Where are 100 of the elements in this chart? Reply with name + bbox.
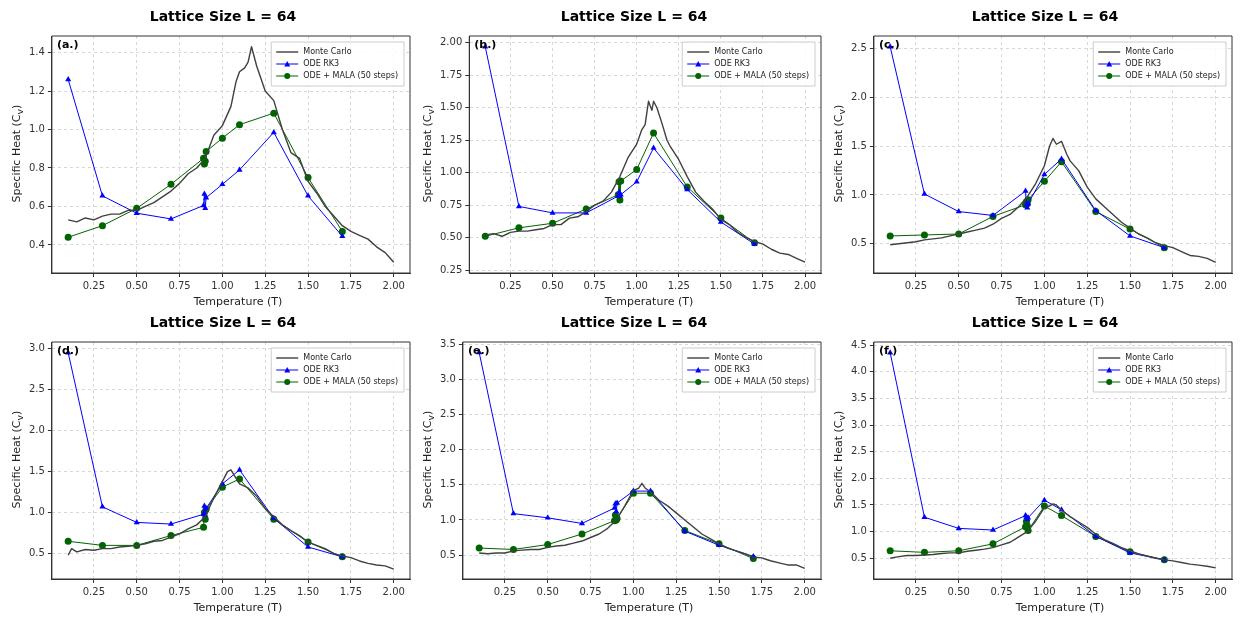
x-tick-label: 1.25: [1076, 279, 1099, 291]
x-tick-label: 0.50: [536, 585, 559, 597]
y-tick-label: 1.2: [29, 84, 45, 96]
legend-label: ODE RK3: [303, 59, 340, 69]
y-tick-label: 0.25: [440, 263, 463, 275]
y-tick-label: 1.0: [851, 188, 867, 200]
x-axis-title: Temperature (T): [603, 601, 695, 614]
legend-label: ODE + MALA (50 steps): [714, 71, 810, 81]
y-tick-label: 0.5: [851, 237, 867, 249]
y-tick-label: 1.0: [29, 123, 45, 135]
x-tick-label: 1.00: [622, 585, 645, 597]
y-tick-label: 0.6: [29, 200, 45, 212]
annotation: (b.): [474, 38, 497, 52]
legend-label: ODE + MALA (50 steps): [303, 377, 399, 387]
x-tick-label: 1.25: [254, 585, 277, 597]
x-tick-label: 1.00: [1033, 585, 1056, 597]
x-axis-title: Temperature (T): [603, 295, 695, 308]
legend-label: ODE RK3: [714, 365, 751, 375]
y-tick-label: 0.50: [440, 231, 463, 243]
y-tick-label: 3.5: [440, 337, 456, 349]
chart-title: Lattice Size L = 64: [559, 8, 709, 24]
x-tick-label: 0.50: [947, 585, 970, 597]
x-tick-label: 0.25: [82, 279, 106, 291]
legend-label: Monte Carlo: [1125, 353, 1174, 363]
x-tick-label: 2.00: [1204, 585, 1227, 597]
y-tick-label: 0.4: [29, 238, 45, 250]
y-tick-label: 1.00: [440, 166, 463, 178]
legend-label: ODE RK3: [303, 365, 340, 375]
x-tick-label: 0.75: [990, 585, 1013, 597]
y-tick-label: 1.5: [851, 498, 867, 510]
y-tick-label: 2.5: [29, 383, 45, 395]
x-tick-label: 0.50: [947, 279, 970, 291]
annotation: (c.): [878, 38, 900, 52]
x-tick-label: 1.50: [709, 279, 732, 291]
y-tick-label: 0.5: [440, 548, 456, 560]
x-tick-label: 2.00: [382, 585, 405, 597]
x-tick-label: 1.50: [1118, 279, 1142, 291]
chart-title: Lattice Size L = 64: [970, 314, 1120, 330]
x-tick-label: 1.75: [751, 279, 775, 291]
x-tick-label: 1.25: [1076, 585, 1099, 597]
x-tick-label: 2.00: [1204, 279, 1227, 291]
x-tick-label: 1.50: [296, 585, 320, 597]
chart-title: Lattice Size L = 64: [148, 314, 298, 330]
x-axis-title: Temperature (T): [192, 295, 284, 308]
x-tick-label: 1.25: [667, 279, 690, 291]
y-tick-label: 0.8: [29, 161, 45, 173]
x-tick-label: 1.00: [1033, 279, 1056, 291]
x-tick-label: 1.75: [1161, 585, 1185, 597]
x-tick-label: 0.50: [125, 279, 148, 291]
x-axis-title: Temperature (T): [1014, 295, 1106, 308]
x-axis-title: Temperature (T): [1014, 601, 1106, 614]
x-tick-label: 2.00: [793, 279, 817, 291]
x-tick-label: 1.75: [750, 585, 774, 597]
y-tick-label: 2.5: [851, 445, 867, 457]
x-tick-label: 0.75: [579, 585, 602, 597]
x-tick-label: 1.00: [211, 585, 234, 597]
legend-label: ODE RK3: [1125, 59, 1162, 69]
legend-label: Monte Carlo: [303, 47, 352, 57]
annotation: (f.): [878, 344, 898, 358]
x-tick-label: 2.00: [793, 585, 816, 597]
x-tick-label: 1.75: [339, 585, 363, 597]
x-tick-label: 0.50: [541, 279, 564, 291]
y-tick-label: 1.5: [440, 478, 456, 490]
x-tick-label: 1.50: [1118, 585, 1142, 597]
y-tick-label: 1.0: [29, 506, 45, 518]
x-tick-label: 0.25: [499, 279, 522, 291]
x-tick-label: 1.75: [1161, 279, 1185, 291]
y-tick-label: 0.75: [440, 198, 463, 210]
y-tick-label: 3.0: [29, 342, 45, 354]
y-tick-label: 1.4: [29, 46, 45, 58]
x-tick-label: 0.50: [125, 585, 148, 597]
x-tick-label: 0.25: [904, 585, 928, 597]
legend-label: ODE + MALA (50 steps): [303, 71, 399, 81]
x-tick-label: 0.75: [990, 279, 1013, 291]
y-tick-label: 1.5: [851, 139, 867, 151]
x-tick-label: 0.25: [82, 585, 106, 597]
x-tick-label: 0.75: [168, 279, 191, 291]
y-tick-label: 1.5: [29, 465, 45, 477]
x-tick-label: 1.50: [707, 585, 731, 597]
x-tick-label: 0.25: [904, 279, 928, 291]
legend-label: ODE + MALA (50 steps): [714, 377, 810, 387]
y-tick-label: 2.00: [440, 36, 463, 48]
y-tick-label: 2.5: [440, 408, 456, 420]
legend-label: ODE RK3: [714, 59, 751, 69]
y-tick-label: 2.0: [851, 91, 867, 103]
y-tick-label: 2.5: [851, 42, 867, 54]
x-tick-label: 0.75: [583, 279, 606, 291]
y-tick-label: 1.0: [440, 513, 456, 525]
x-tick-label: 2.00: [382, 279, 405, 291]
x-tick-label: 0.75: [168, 585, 191, 597]
legend-label: Monte Carlo: [303, 353, 352, 363]
x-tick-label: 1.50: [296, 279, 320, 291]
legend-label: Monte Carlo: [1125, 47, 1174, 57]
x-tick-label: 1.25: [254, 279, 277, 291]
y-tick-label: 0.5: [29, 547, 45, 559]
annotation: (a.): [56, 38, 79, 52]
y-tick-label: 3.0: [440, 372, 456, 384]
y-tick-label: 1.25: [440, 133, 463, 145]
legend-label: ODE + MALA (50 steps): [1125, 377, 1221, 387]
y-tick-label: 4.5: [851, 338, 867, 350]
